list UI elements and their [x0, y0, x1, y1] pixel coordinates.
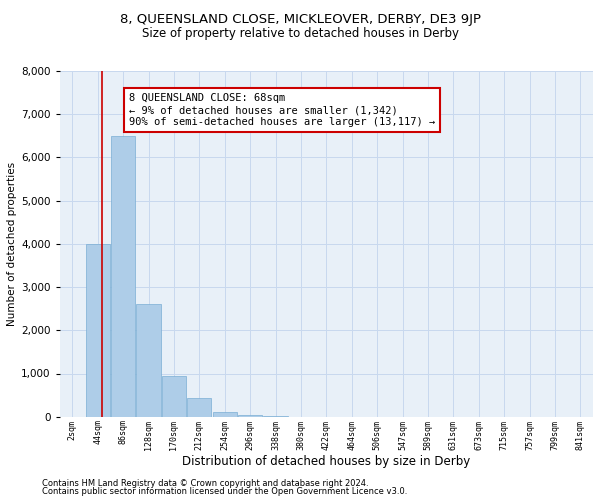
Bar — [238, 414, 262, 416]
Text: 8 QUEENSLAND CLOSE: 68sqm
← 9% of detached houses are smaller (1,342)
90% of sem: 8 QUEENSLAND CLOSE: 68sqm ← 9% of detach… — [129, 94, 435, 126]
Bar — [187, 398, 211, 416]
Bar — [212, 412, 237, 416]
Text: 8, QUEENSLAND CLOSE, MICKLEOVER, DERBY, DE3 9JP: 8, QUEENSLAND CLOSE, MICKLEOVER, DERBY, … — [119, 12, 481, 26]
Text: Contains HM Land Registry data © Crown copyright and database right 2024.: Contains HM Land Registry data © Crown c… — [42, 478, 368, 488]
Text: Size of property relative to detached houses in Derby: Size of property relative to detached ho… — [142, 28, 458, 40]
Bar — [86, 244, 110, 416]
Bar — [111, 136, 135, 416]
Text: Contains public sector information licensed under the Open Government Licence v3: Contains public sector information licen… — [42, 487, 407, 496]
Bar — [136, 304, 161, 416]
X-axis label: Distribution of detached houses by size in Derby: Distribution of detached houses by size … — [182, 455, 470, 468]
Bar — [162, 376, 186, 416]
Y-axis label: Number of detached properties: Number of detached properties — [7, 162, 17, 326]
